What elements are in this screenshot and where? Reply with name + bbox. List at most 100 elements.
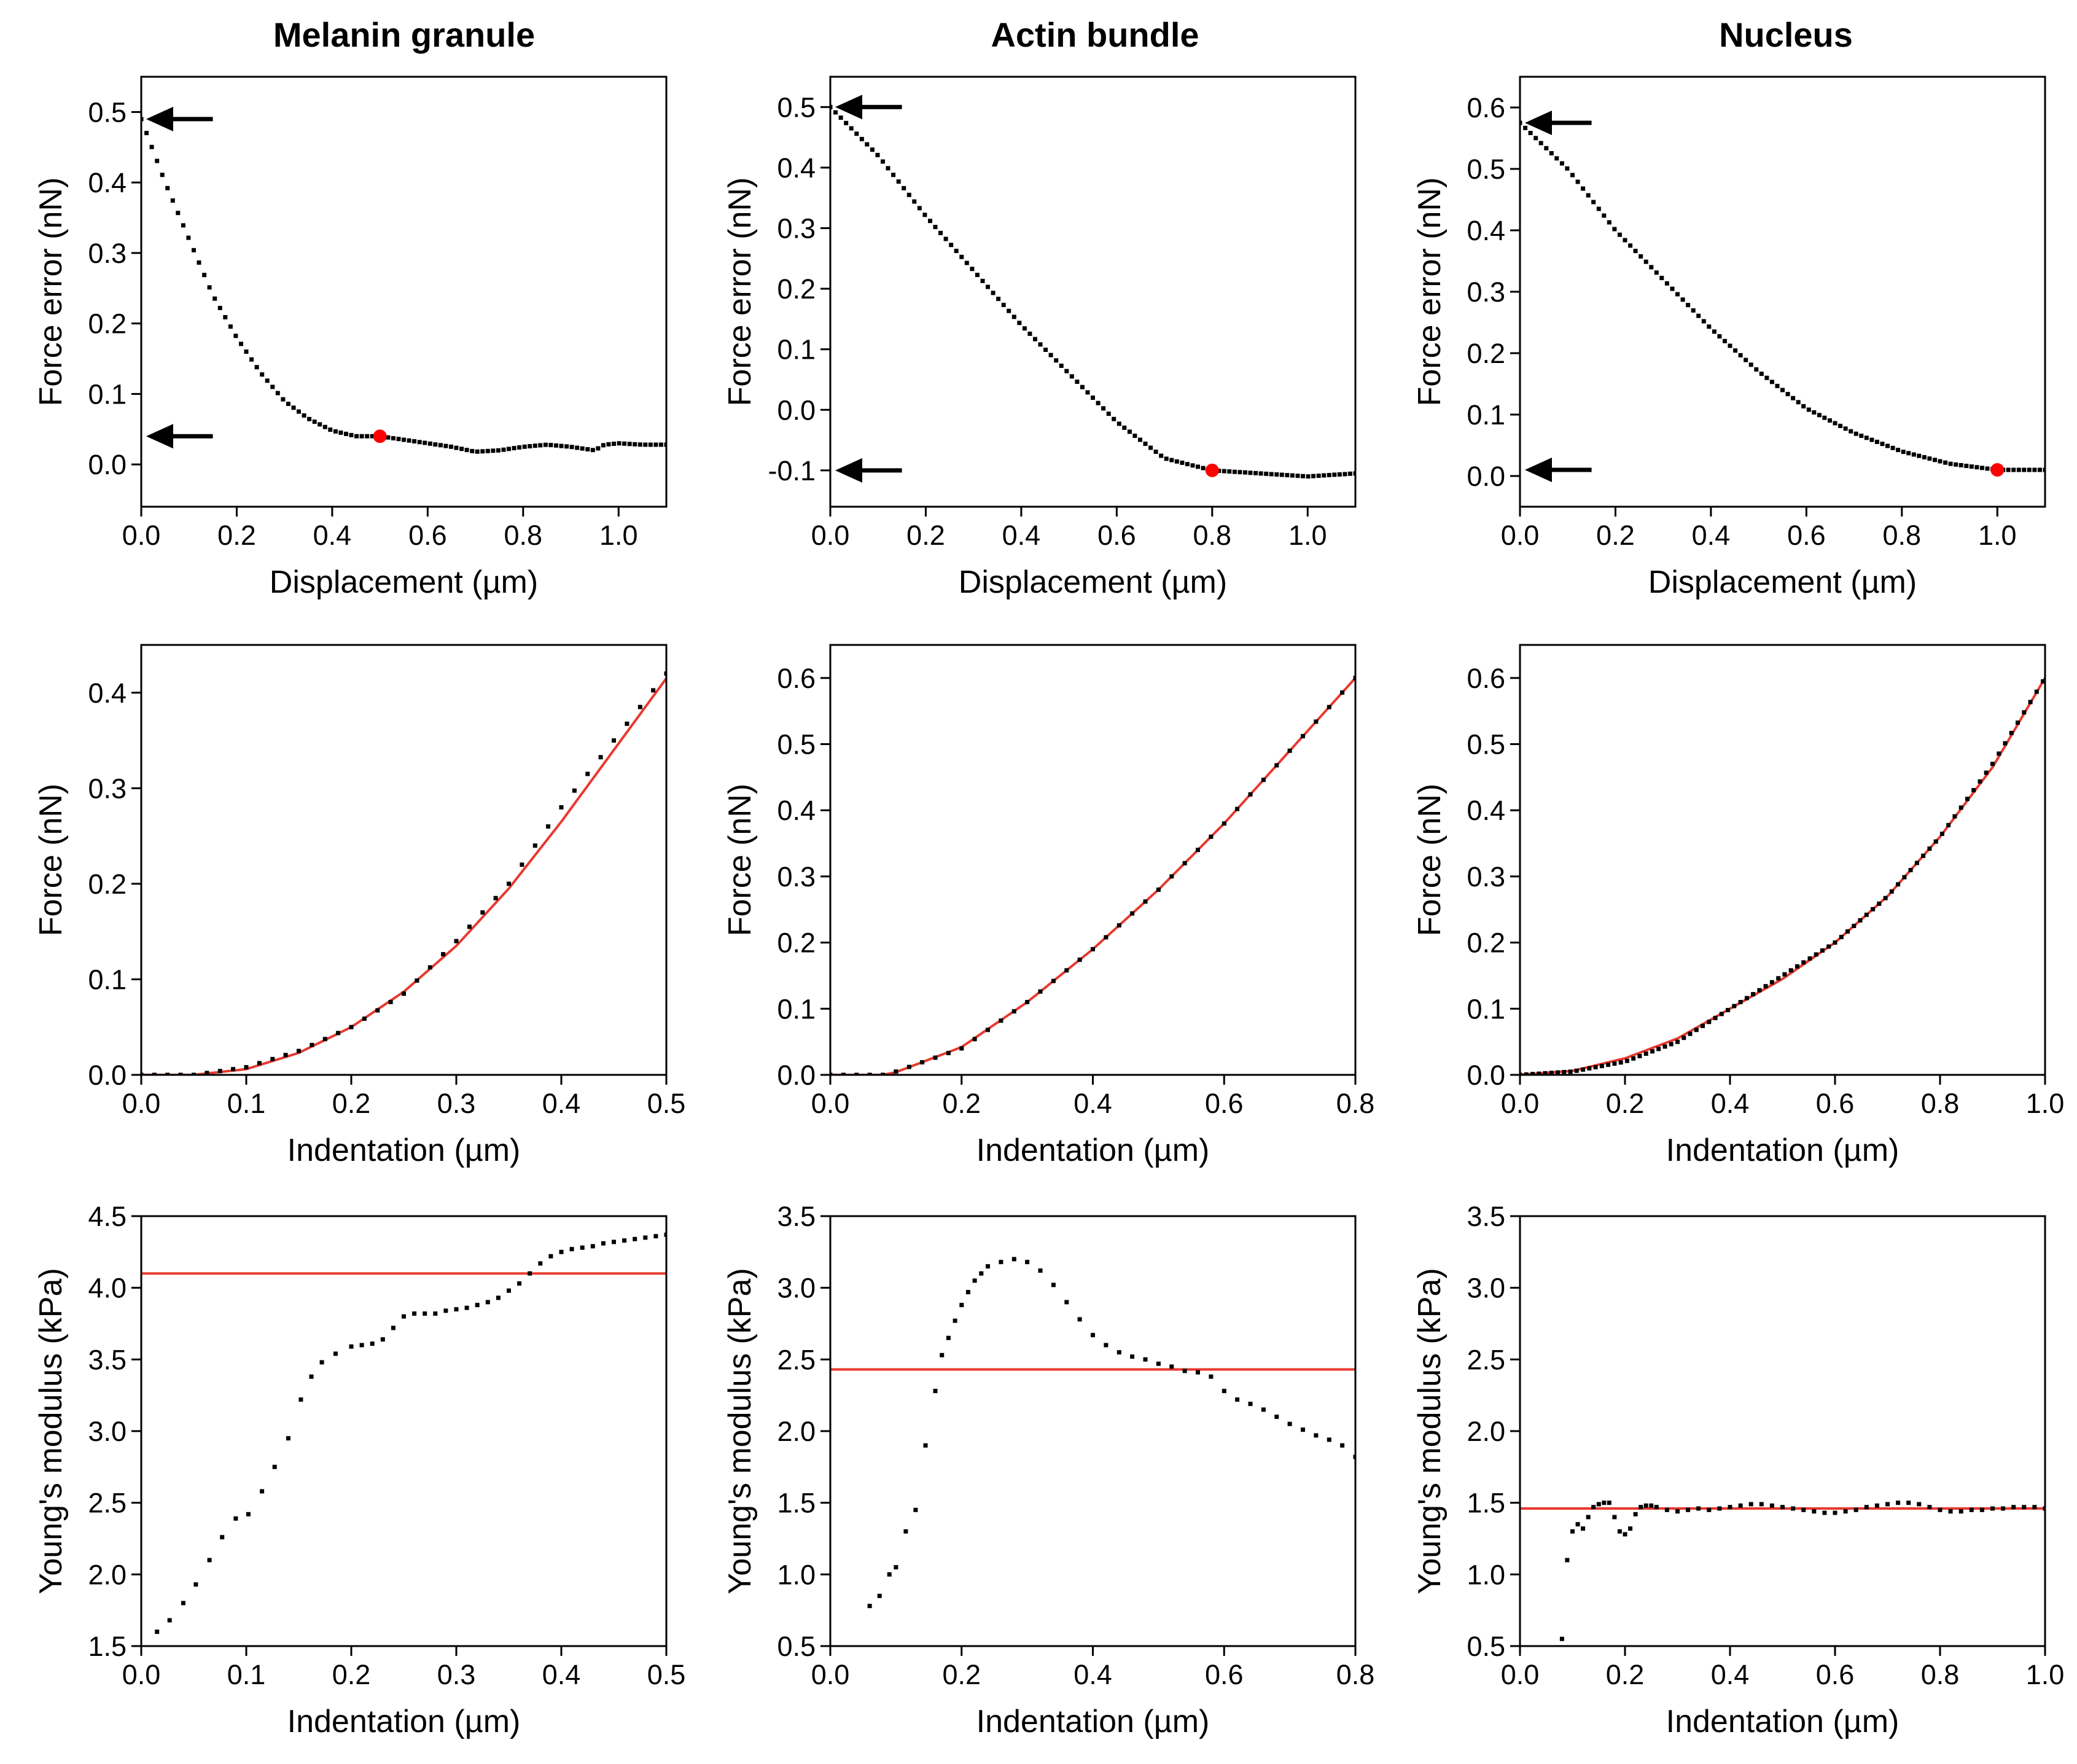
- data-point: [658, 442, 663, 447]
- data-point: [1801, 404, 1806, 408]
- data-point: [270, 384, 275, 389]
- data-point: [1077, 958, 1082, 962]
- data-point: [881, 159, 885, 164]
- data-point: [1159, 453, 1164, 458]
- data-point: [1051, 978, 1056, 983]
- data-point: [637, 704, 642, 709]
- data-point: [1633, 249, 1638, 254]
- data-point: [954, 249, 959, 253]
- data-point: [1958, 805, 1963, 810]
- data-point: [1712, 329, 1717, 334]
- data-point: [1707, 1507, 1712, 1512]
- data-point: [1769, 980, 1774, 985]
- data-point: [1524, 1072, 1529, 1075]
- data-point: [664, 1232, 666, 1237]
- data-point: [1261, 1407, 1266, 1412]
- data-point: [1327, 473, 1331, 477]
- x-tick-label: 0.0: [811, 1088, 850, 1119]
- data-point: [559, 443, 564, 448]
- data-point: [1025, 1000, 1030, 1004]
- y-tick-label: 0.0: [777, 1060, 816, 1091]
- data-point: [1889, 889, 1894, 894]
- data-point: [386, 435, 391, 440]
- data-point: [1091, 1333, 1095, 1338]
- data-point: [865, 142, 870, 147]
- x-tick-label: 0.3: [437, 1659, 476, 1690]
- panel-force-melanin-granule: 0.0 0.1 0.2 0.3 0.4 0.5 0.0 0.1 0.2 0.3 0.4 Indenta…: [33, 644, 685, 1168]
- x-tick-label: 0.4: [1711, 1659, 1750, 1690]
- data-point: [546, 824, 551, 829]
- panel-force-actin-bundle: 0.0 0.2 0.4 0.6 0.8 0.0 0.1 0.2 0.3 0.4 0.5 0.6 Inde…: [722, 644, 1374, 1168]
- data-point: [1130, 1354, 1135, 1359]
- y-tick-label: 0.5: [88, 96, 127, 128]
- data-point: [572, 788, 577, 793]
- data-point: [1906, 1501, 1911, 1505]
- data-point: [1911, 452, 1916, 457]
- data-point: [1776, 976, 1781, 981]
- data-point: [281, 397, 286, 402]
- data-point: [1839, 935, 1844, 940]
- data-point: [433, 1311, 438, 1316]
- data-point: [1033, 337, 1037, 341]
- y-axis-label: Force (nN): [1412, 784, 1448, 936]
- data-point: [1985, 466, 1990, 471]
- data-point: [1643, 1052, 1648, 1056]
- data-point: [322, 1037, 327, 1042]
- data-point: [443, 1308, 448, 1313]
- x-tick-label: 0.4: [1074, 1088, 1112, 1119]
- y-tick-label: 0.1: [88, 378, 127, 410]
- data-point: [1858, 918, 1863, 923]
- y-tick-label: 0.4: [1467, 795, 1505, 826]
- data-point: [1864, 1505, 1869, 1510]
- x-tick-label: 0.2: [942, 1088, 981, 1119]
- data-point: [231, 1067, 236, 1072]
- data-point: [1623, 238, 1627, 243]
- data-point: [167, 1618, 172, 1623]
- data-point: [528, 444, 532, 448]
- data-point: [1022, 326, 1027, 331]
- data-point: [370, 434, 375, 439]
- data-point: [1222, 821, 1226, 826]
- data-point: [1353, 676, 1355, 681]
- data-point: [249, 357, 254, 362]
- x-axis-label: Displacement (µm): [1648, 564, 1917, 600]
- data-point: [1574, 1068, 1579, 1073]
- data-point: [438, 443, 443, 448]
- data-point: [940, 1352, 945, 1357]
- data-point: [1017, 321, 1022, 326]
- data-point: [1675, 1039, 1680, 1044]
- data-point: [975, 273, 980, 278]
- x-tick-label: 0.4: [542, 1659, 581, 1690]
- data-point: [1650, 1049, 1654, 1054]
- data-point: [1852, 924, 1857, 928]
- data-point: [1796, 400, 1801, 405]
- data-point: [854, 131, 859, 136]
- data-point: [144, 131, 149, 136]
- data-point: [1639, 1505, 1643, 1510]
- data-point: [1686, 1507, 1691, 1512]
- data-point: [1791, 1506, 1796, 1511]
- data-point: [949, 243, 954, 248]
- plot-area: [141, 1232, 666, 1634]
- data-point: [1237, 470, 1242, 475]
- data-point: [1599, 1064, 1604, 1069]
- y-tick-label: 0.6: [1467, 663, 1505, 694]
- data-point: [1637, 1053, 1642, 1058]
- data-point: [1807, 956, 1812, 961]
- data-point: [933, 1055, 938, 1060]
- data-point: [1728, 343, 1732, 348]
- data-point: [1116, 1350, 1121, 1355]
- data-point: [1701, 1023, 1705, 1028]
- data-point: [1138, 437, 1142, 442]
- data-point: [423, 1311, 427, 1316]
- data-point: [1565, 1558, 1570, 1563]
- data-point: [217, 305, 222, 310]
- data-point: [297, 1048, 301, 1053]
- data-point: [1222, 1389, 1226, 1394]
- data-point: [286, 1436, 290, 1441]
- plot-area: [141, 671, 666, 1075]
- data-point: [830, 1072, 833, 1075]
- data-point: [1806, 407, 1811, 412]
- data-point: [165, 185, 170, 190]
- data-point: [548, 1254, 553, 1259]
